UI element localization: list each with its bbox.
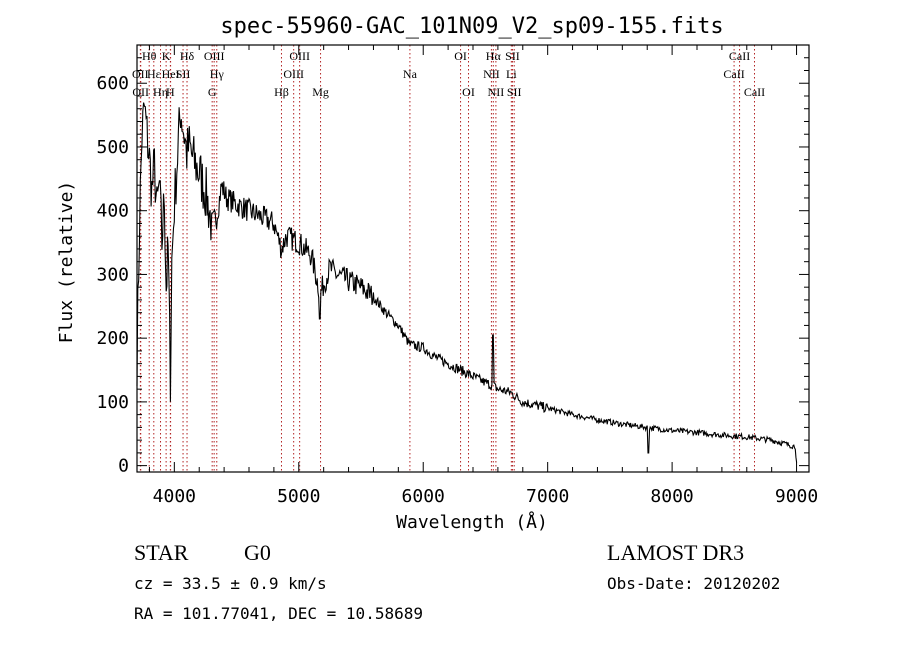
line-markers xyxy=(139,45,755,472)
x-tick-label: 9000 xyxy=(775,486,818,507)
y-tick-label: 100 xyxy=(96,392,129,413)
line-label: NII xyxy=(488,85,505,99)
object-subclass: G0 xyxy=(244,540,271,565)
x-tick-label: 7000 xyxy=(526,486,569,507)
axis-ticks xyxy=(137,45,809,472)
line-label: OI xyxy=(462,85,475,99)
object-class: STAR xyxy=(134,540,189,565)
line-label: Mg xyxy=(312,85,329,99)
line-label: Hβ xyxy=(274,85,289,99)
plot-frame xyxy=(136,44,810,473)
line-label: Hθ xyxy=(142,49,157,63)
line-label: Hη xyxy=(153,85,168,99)
coordinates-text: RA = 101.77041, DEC = 10.58689 xyxy=(134,604,423,623)
axis-tick-labels: 4000 5000 6000 7000 8000 9000 0 100 200 300 400 500… xyxy=(96,73,818,507)
line-label: OI xyxy=(454,49,467,63)
x-tick-label: 6000 xyxy=(402,486,445,507)
x-tick-label: 5000 xyxy=(277,486,320,507)
y-tick-label: 0 xyxy=(118,456,129,477)
x-tick-label: 8000 xyxy=(650,486,693,507)
obs-date: Obs-Date: 20120202 xyxy=(607,574,781,593)
line-label: HeI xyxy=(162,67,180,81)
x-tick-label: 4000 xyxy=(153,486,196,507)
y-tick-label: 500 xyxy=(96,137,129,158)
line-label: Hγ xyxy=(210,67,225,81)
line-label: OIII xyxy=(289,49,310,63)
line-label: Na xyxy=(403,67,418,81)
line-label: Hα xyxy=(486,49,502,63)
line-label: CaII xyxy=(729,49,750,63)
line-label: OII xyxy=(132,85,149,99)
line-label: SII xyxy=(176,67,191,81)
y-tick-label: 600 xyxy=(96,73,129,94)
survey-name: LAMOST DR3 xyxy=(607,540,745,565)
velocity-text: cz = 33.5 ± 0.9 km/s xyxy=(134,574,327,593)
spectrum-line xyxy=(136,102,798,463)
line-label: CaII xyxy=(723,67,744,81)
line-label: OIII xyxy=(204,49,225,63)
y-axis-label: Flux (relative) xyxy=(56,181,77,344)
line-label: SII xyxy=(507,85,522,99)
line-label: Hε xyxy=(147,67,161,81)
line-label: H xyxy=(166,85,175,99)
y-tick-label: 400 xyxy=(96,201,129,222)
line-label: Li xyxy=(506,67,517,81)
line-label: OII xyxy=(132,67,149,81)
line-label: OIII xyxy=(283,67,304,81)
line-label: K xyxy=(162,49,171,63)
y-tick-label: 200 xyxy=(96,328,129,349)
y-tick-label: 300 xyxy=(96,264,129,285)
line-label: G xyxy=(208,85,217,99)
line-label: CaII xyxy=(744,85,765,99)
x-axis-label: Wavelength (Å) xyxy=(396,511,548,533)
chart-title: spec-55960-GAC_101N09_V2_sp09-155.fits xyxy=(220,14,723,39)
line-label: Hδ xyxy=(180,49,195,63)
line-label: NII xyxy=(483,67,500,81)
line-label: SII xyxy=(505,49,520,63)
